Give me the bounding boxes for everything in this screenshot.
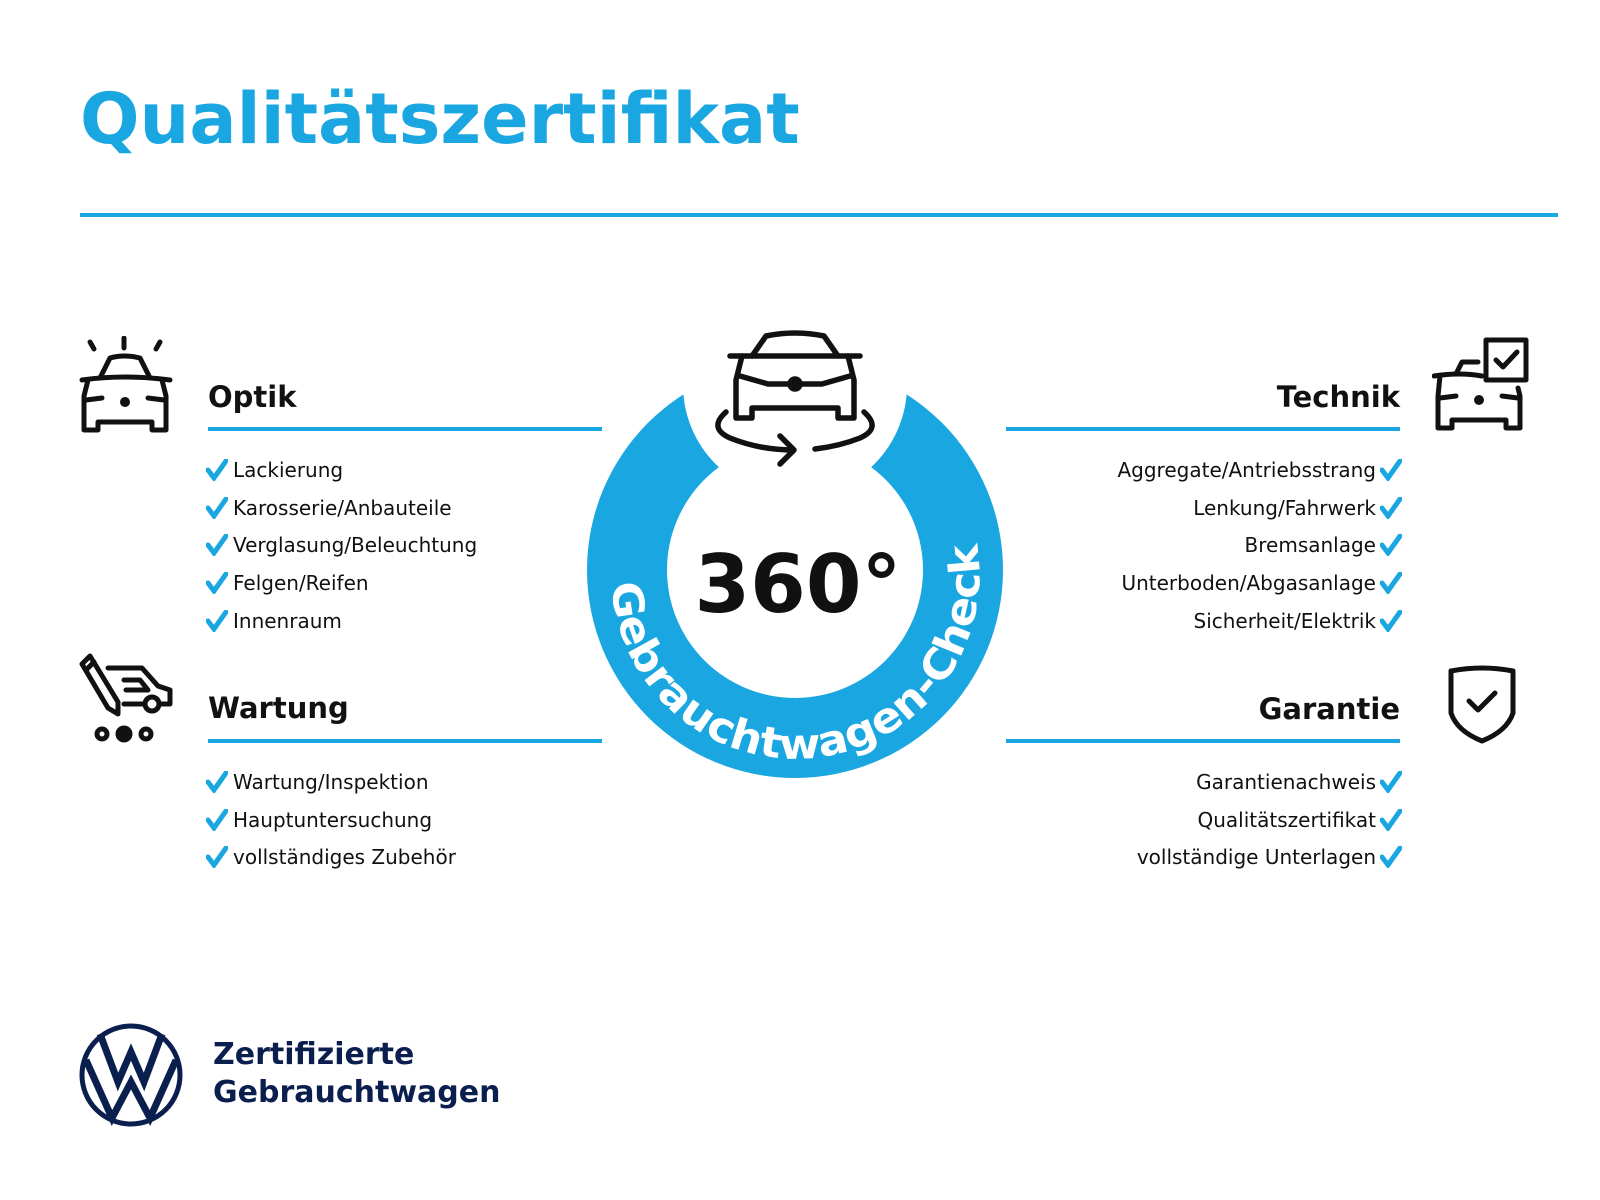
item-label: Sicherheit/Elektrik (1193, 608, 1377, 633)
wartung-divider (208, 739, 602, 743)
check-icon (206, 770, 228, 793)
list-item: Aggregate/Antriebsstrang (1117, 451, 1402, 489)
list-item: Felgen/Reifen (206, 564, 477, 602)
shield-check-icon (1448, 665, 1516, 744)
list-item: Wartung/Inspektion (206, 763, 456, 801)
technik-list: Aggregate/Antriebsstrang Lenkung/Fahrwer… (1117, 451, 1402, 639)
item-label: vollständiges Zubehör (233, 845, 456, 870)
check-icon (1380, 846, 1402, 869)
footer-line-2: Gebrauchtwagen (213, 1075, 501, 1110)
degree-label: 360° (695, 538, 902, 631)
garantie-heading: Garantie (1258, 692, 1400, 726)
service-van-pencil-icon (79, 653, 173, 743)
check-icon (1380, 808, 1402, 831)
check-icon (1380, 571, 1402, 594)
check-icon (1380, 496, 1402, 519)
list-item: Hauptuntersuchung (206, 801, 456, 839)
check-icon (206, 571, 228, 594)
check-icon (206, 808, 228, 831)
car-rotate-icon (715, 330, 875, 467)
check-icon (1380, 609, 1402, 632)
car-checkbox-icon (1432, 337, 1529, 431)
list-item: Karosserie/Anbauteile (206, 489, 477, 527)
check-icon (206, 846, 228, 869)
list-item: Innenraum (206, 602, 477, 640)
vw-logo (79, 1023, 183, 1127)
item-label: Aggregate/Antriebsstrang (1117, 457, 1376, 482)
wartung-list: Wartung/Inspektion Hauptuntersuchung vol… (206, 763, 456, 876)
check-icon (206, 609, 228, 632)
item-label: Wartung/Inspektion (233, 769, 429, 794)
item-label: Hauptuntersuchung (233, 807, 433, 832)
badge-inner (667, 442, 923, 698)
item-label: Innenraum (233, 608, 342, 633)
list-item: Garantienachweis (1137, 763, 1402, 801)
list-item: Qualitätszertifikat (1137, 801, 1402, 839)
list-item: Lackierung (206, 451, 477, 489)
list-item: Lenkung/Fahrwerk (1117, 489, 1402, 527)
check-icon (206, 496, 228, 519)
item-label: Unterboden/Abgasanlage (1121, 570, 1376, 595)
footer-brand-text: Zertifizierte Gebrauchtwagen (213, 1036, 500, 1112)
badge-ring (587, 362, 1003, 778)
technik-heading: Technik (1276, 380, 1400, 414)
item-label: Lackierung (233, 457, 344, 482)
footer-line-1: Zertifizierte (213, 1037, 415, 1072)
item-label: Lenkung/Fahrwerk (1193, 495, 1376, 520)
check-icon (1380, 770, 1402, 793)
optik-list: Lackierung Karosserie/Anbauteile Verglas… (206, 451, 477, 639)
optik-heading: Optik (208, 380, 297, 414)
item-label: Verglasung/Beleuchtung (233, 533, 478, 558)
list-item: Bremsanlage (1117, 526, 1402, 564)
wartung-heading: Wartung (208, 691, 349, 725)
badge-ring-text: Gebrauchtwagen-Check (601, 541, 990, 769)
car-lights-icon (79, 336, 173, 433)
list-item: Unterboden/Abgasanlage (1117, 564, 1402, 602)
list-item: vollständiges Zubehör (206, 838, 456, 876)
garantie-list: Garantienachweis Qualitätszertifikat vol… (1137, 763, 1402, 876)
list-item: vollständige Unterlagen (1137, 838, 1402, 876)
item-label: Felgen/Reifen (233, 570, 369, 595)
item-label: vollständige Unterlagen (1136, 845, 1376, 870)
item-label: Bremsanlage (1244, 533, 1376, 558)
title-divider (80, 213, 1558, 217)
check-icon (206, 458, 228, 481)
optik-divider (208, 427, 602, 431)
list-item: Verglasung/Beleuchtung (206, 526, 477, 564)
list-item: Sicherheit/Elektrik (1117, 602, 1402, 640)
check-icon (1380, 458, 1402, 481)
technik-divider (1006, 427, 1400, 431)
garantie-divider (1006, 739, 1400, 743)
badge-notch (683, 273, 907, 497)
check-icon (206, 534, 228, 557)
page-title: Qualitätszertifikat (80, 78, 800, 160)
item-label: Karosserie/Anbauteile (233, 495, 452, 520)
item-label: Garantienachweis (1196, 769, 1376, 794)
check-icon (1380, 534, 1402, 557)
item-label: Qualitätszertifikat (1197, 807, 1377, 832)
